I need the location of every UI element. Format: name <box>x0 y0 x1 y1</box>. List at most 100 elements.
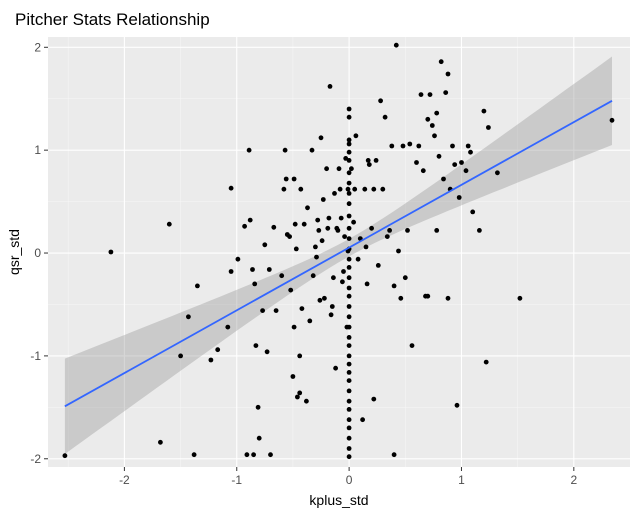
data-point <box>255 404 261 410</box>
data-point <box>250 267 255 272</box>
data-point <box>434 110 440 116</box>
data-point <box>295 394 300 400</box>
data-point <box>346 324 352 330</box>
data-point <box>477 228 482 233</box>
data-point <box>391 283 397 289</box>
data-point <box>322 295 327 301</box>
confidence-band <box>64 56 612 454</box>
data-point <box>337 186 343 192</box>
data-point <box>465 143 471 149</box>
data-point <box>346 293 352 299</box>
data-point <box>407 141 413 147</box>
data-point <box>346 314 352 320</box>
data-point <box>244 452 250 458</box>
data-point <box>166 221 172 227</box>
data-point <box>371 396 377 402</box>
data-point <box>299 306 305 311</box>
data-point <box>317 297 323 303</box>
data-point <box>297 390 303 396</box>
x-tick-label: -2 <box>119 473 130 487</box>
data-point <box>452 162 458 168</box>
data-point <box>158 439 163 445</box>
data-point <box>264 349 270 355</box>
data-point <box>402 275 408 281</box>
data-point <box>341 269 346 274</box>
data-point <box>251 452 256 458</box>
data-point <box>292 221 298 227</box>
data-point <box>363 244 369 250</box>
data-point <box>470 209 476 215</box>
x-axis-title: kplus_std <box>309 492 368 508</box>
data-point <box>225 324 231 330</box>
data-point <box>273 308 279 313</box>
data-point <box>228 185 234 191</box>
data-point <box>443 90 449 95</box>
data-point <box>298 186 304 192</box>
data-point <box>178 353 184 359</box>
data-point <box>346 304 352 309</box>
data-point <box>483 359 489 365</box>
data-point <box>418 92 424 97</box>
data-point <box>326 215 332 221</box>
data-point <box>346 361 352 367</box>
data-point <box>288 287 294 293</box>
data-point <box>389 143 395 149</box>
data-point <box>346 158 352 163</box>
data-point <box>260 308 265 313</box>
data-point <box>266 267 272 272</box>
data-point <box>346 435 352 441</box>
data-point <box>445 71 451 77</box>
data-point <box>346 398 352 404</box>
data-point <box>346 343 352 348</box>
data-point <box>384 234 390 240</box>
data-point <box>391 452 397 458</box>
data-point <box>349 166 354 172</box>
data-point <box>301 221 307 227</box>
data-point <box>346 180 352 186</box>
data-point <box>346 388 352 394</box>
data-point <box>463 168 469 174</box>
data-point <box>375 263 381 268</box>
data-point <box>291 176 297 182</box>
data-point <box>346 285 352 291</box>
data-point <box>393 42 399 48</box>
data-point <box>333 365 338 371</box>
data-point <box>108 249 114 255</box>
data-point <box>353 133 359 139</box>
x-tick-label: 0 <box>346 473 353 487</box>
data-point <box>313 244 318 250</box>
data-point <box>454 402 460 408</box>
data-point <box>191 452 197 458</box>
data-point <box>307 318 313 324</box>
data-point <box>378 98 383 104</box>
data-point <box>271 224 277 230</box>
data-point <box>387 228 392 233</box>
data-point <box>332 191 337 196</box>
data-point <box>365 158 371 163</box>
data-point <box>405 228 410 233</box>
data-point <box>324 166 329 172</box>
data-point <box>346 191 352 196</box>
x-axis-ticks: -2 -1 0 1 2 <box>119 467 577 487</box>
data-point <box>253 343 259 348</box>
data-point <box>252 281 258 287</box>
data-point <box>345 186 351 192</box>
data-point <box>346 454 352 460</box>
data-point <box>346 256 352 262</box>
data-point <box>396 248 401 254</box>
data-point <box>360 417 365 423</box>
data-point <box>380 186 386 192</box>
data-point <box>283 176 289 182</box>
x-tick-label: 2 <box>570 473 577 487</box>
data-point <box>305 205 310 211</box>
y-tick-label: 2 <box>34 40 41 54</box>
chart-title: Pitcher Stats Relationship <box>15 10 210 29</box>
data-point <box>346 407 352 412</box>
y-axis-ticks: -2 -1 0 1 2 <box>30 40 48 466</box>
data-point <box>371 186 377 192</box>
data-point <box>228 269 234 274</box>
data-point <box>436 153 442 159</box>
regression-line <box>64 99 613 408</box>
data-point <box>400 143 406 149</box>
x-tick-label: 1 <box>458 473 465 487</box>
